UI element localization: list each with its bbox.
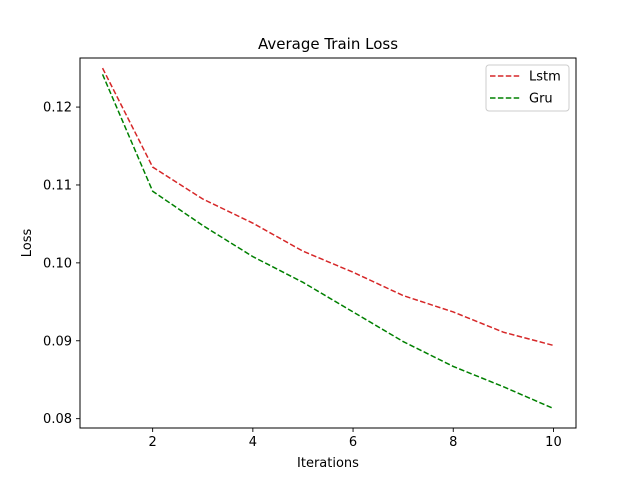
x-axis-label: Iterations [297, 456, 359, 471]
plot-area [101, 67, 554, 410]
x-tick-label: 8 [449, 435, 457, 450]
x-axis: 2 4 6 8 10 [149, 428, 562, 450]
legend: Lstm Gru [485, 64, 570, 112]
legend-label-gru: Gru [529, 92, 553, 107]
y-axis: 0.08 0.09 0.10 0.11 0.12 [43, 101, 80, 427]
y-tick-label: 0.08 [43, 412, 72, 427]
y-tick-label: 0.10 [43, 256, 72, 271]
plot-frame [79, 57, 577, 429]
y-tick-label: 0.11 [43, 178, 72, 193]
x-tick-label: 2 [149, 435, 157, 450]
x-tick-label: 6 [349, 435, 357, 450]
x-tick-label: 4 [249, 435, 257, 450]
y-tick-label: 0.12 [43, 101, 72, 116]
chart-title: Average Train Loss [258, 35, 398, 53]
legend-label-lstm: Lstm [529, 70, 561, 85]
series-line-lstm [101, 67, 554, 347]
y-tick-label: 0.09 [43, 334, 72, 349]
x-tick-label: 10 [545, 435, 562, 450]
series-line-gru [101, 74, 554, 410]
y-axis-label: Loss [20, 229, 35, 258]
